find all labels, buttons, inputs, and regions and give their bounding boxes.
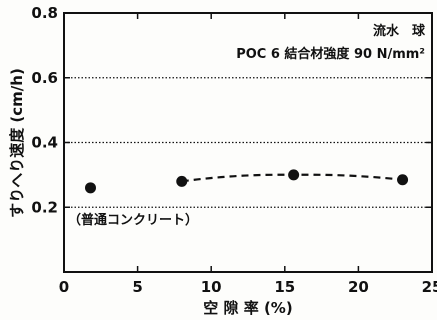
y-tick-label-1: 0.4	[31, 134, 58, 152]
y-axis-title: すりへり速度 (cm/h)	[8, 68, 26, 218]
series-0-point-0	[84, 182, 96, 194]
x-axis-title: 空 隙 率 (%)	[203, 299, 292, 317]
y-tick-label-2: 0.6	[31, 69, 58, 87]
annotation-line1: 流水 球	[373, 23, 426, 39]
series-1-point-0	[176, 175, 188, 187]
annotation-line2: POC 6 結合材強度 90 N/mm²	[236, 46, 425, 62]
y-tick-label-0: 0.2	[31, 198, 58, 216]
series-1-point-2	[397, 174, 409, 186]
x-tick-label-4: 20	[348, 278, 369, 296]
y-tick-label-3: 0.8	[31, 4, 58, 22]
x-tick-label-1: 5	[132, 278, 142, 296]
x-tick-label-3: 15	[274, 278, 295, 296]
tick-layer: 0 5 10 15 20 25 0.2 0.4 0.6 0.8	[31, 4, 437, 296]
grid-layer	[64, 77, 432, 208]
x-tick-label-2: 10	[201, 278, 222, 296]
series-layer	[84, 169, 409, 194]
reference-label: （普通コンクリート）	[68, 212, 198, 228]
x-tick-label-0: 0	[59, 278, 69, 296]
x-tick-label-5: 25	[422, 278, 437, 296]
series-1-point-1	[288, 169, 300, 181]
